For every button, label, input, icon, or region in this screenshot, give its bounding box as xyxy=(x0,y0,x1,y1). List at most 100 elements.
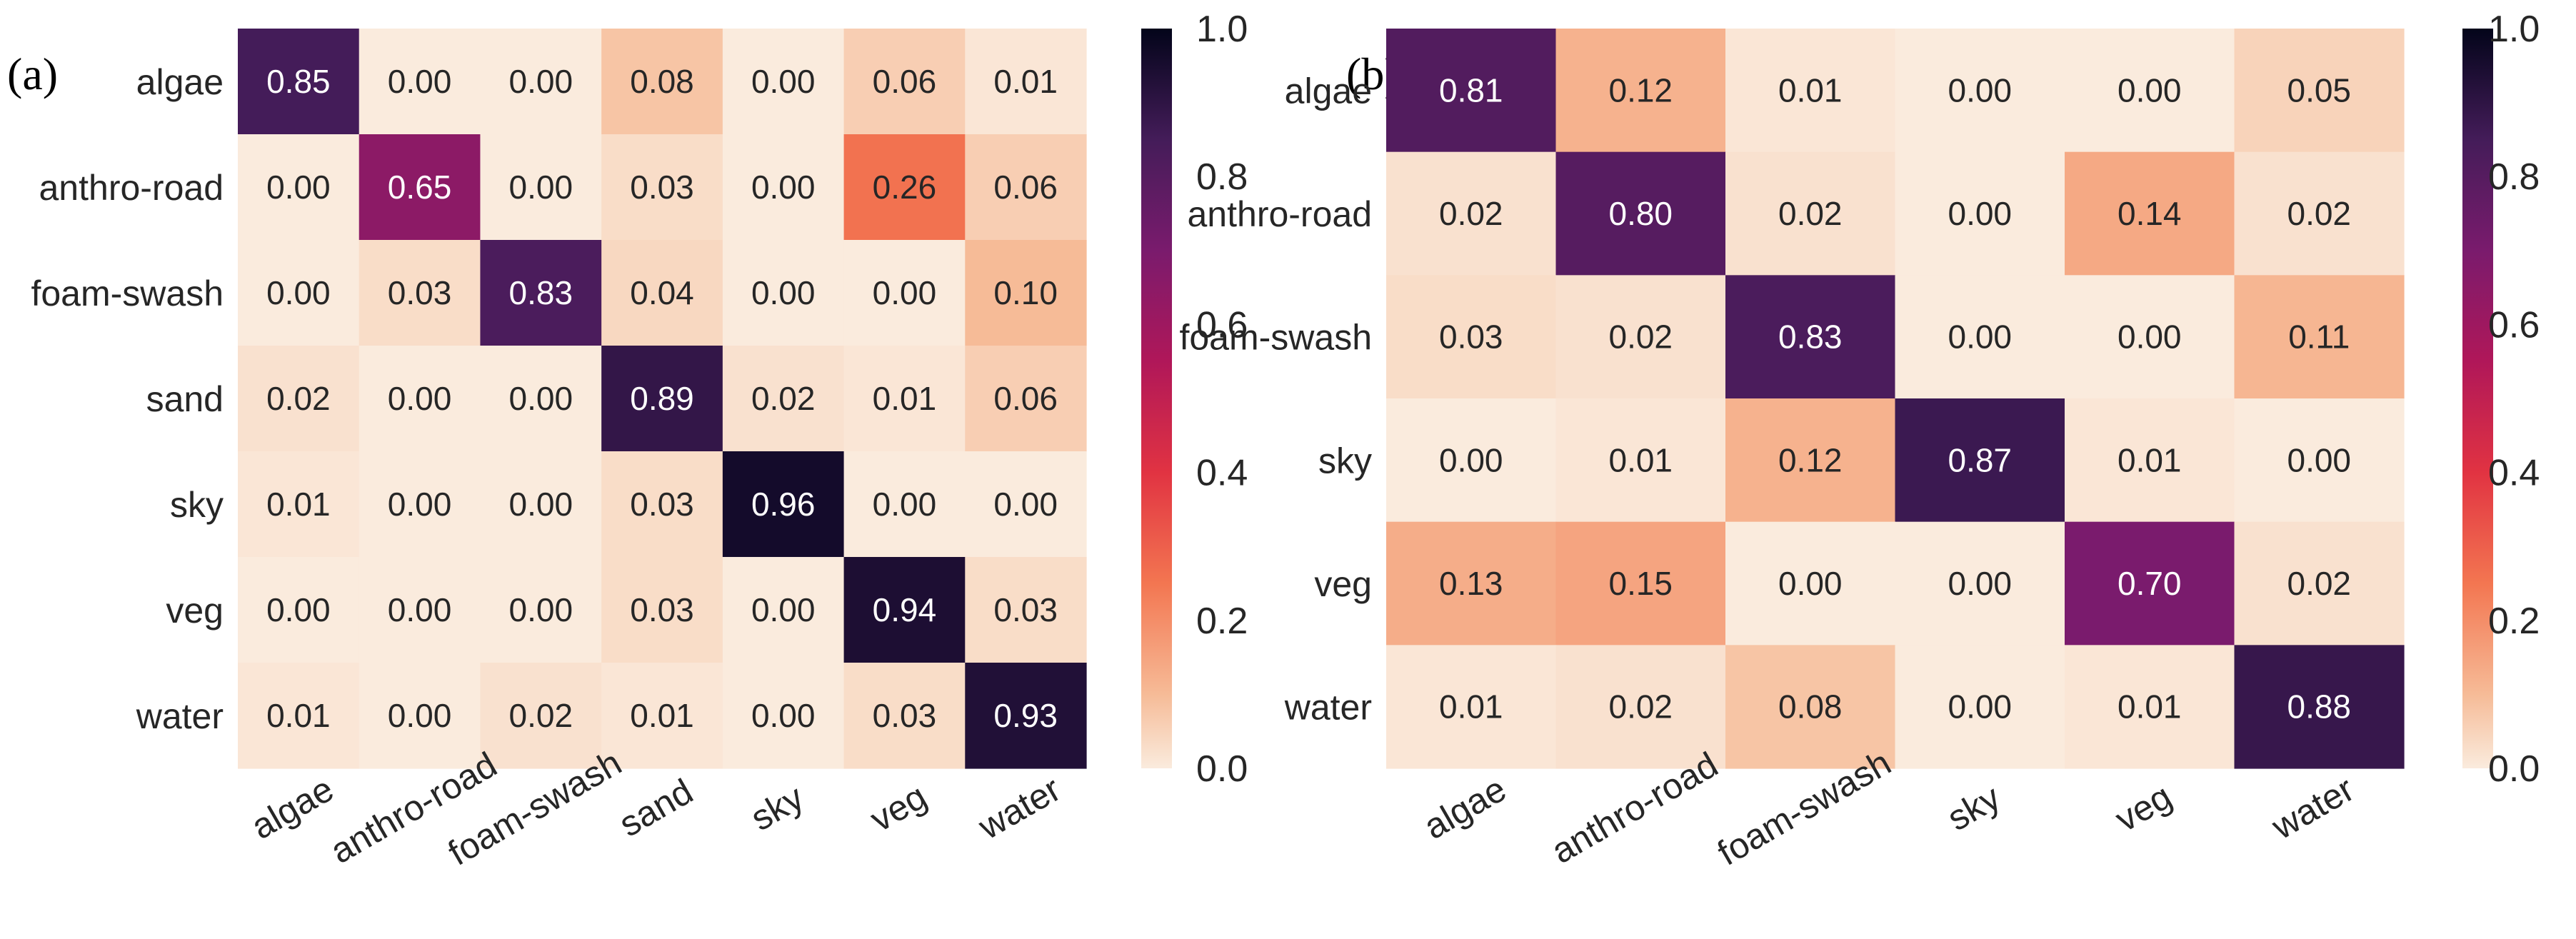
heatmap-cell xyxy=(2234,645,2405,769)
heatmap-cell xyxy=(359,240,481,346)
cell-value-label: 0.12 xyxy=(1608,71,1673,109)
row-tick-label: veg xyxy=(166,591,224,631)
heatmap-cell xyxy=(1895,151,2065,276)
heatmap-cell xyxy=(722,240,845,346)
heatmap-cell xyxy=(238,663,360,769)
heatmap-cell xyxy=(965,346,1087,452)
cell-value-label: 0.00 xyxy=(509,169,573,206)
cell-value-label: 0.02 xyxy=(751,380,816,417)
row-tick-label: water xyxy=(136,696,224,736)
colorbar-tick-label: 0.4 xyxy=(2488,453,2540,494)
cell-value-label: 0.01 xyxy=(993,63,1058,100)
cell-value-label: 0.00 xyxy=(509,380,573,417)
cell-value-label: 0.00 xyxy=(2287,441,2351,478)
cell-value-label: 0.00 xyxy=(509,591,573,628)
col-tick-label: sky xyxy=(1940,777,2007,838)
cell-value-label: 0.10 xyxy=(993,274,1058,311)
cell-value-label: 0.65 xyxy=(388,169,452,206)
heatmap-cell xyxy=(480,557,602,663)
heatmap-cell xyxy=(480,451,602,558)
row-tick-label: water xyxy=(1284,688,1372,728)
heatmap-cell xyxy=(480,663,602,769)
colorbar xyxy=(1141,29,1172,768)
cell-value-label: 0.81 xyxy=(1439,71,1503,109)
heatmap-cell xyxy=(238,134,360,241)
colorbar-tick-label: 1.0 xyxy=(1196,9,1248,50)
cell-value-label: 0.00 xyxy=(873,274,937,311)
heatmap-cell xyxy=(1895,275,2065,399)
heatmap-cell xyxy=(1555,29,1726,153)
cell-value-label: 0.93 xyxy=(993,697,1058,734)
cell-value-label: 0.02 xyxy=(1439,195,1503,232)
heatmap-cell xyxy=(1725,29,1896,153)
cell-value-label: 0.26 xyxy=(873,169,937,206)
heatmap-cell xyxy=(359,451,481,558)
panel-a: (a) 0.85 0.00 0.00 0.08 0.00 0.06 0.01 0.00 0.65 0… xyxy=(7,9,1248,873)
cell-value-label: 0.00 xyxy=(2118,71,2182,109)
heatmap-cell xyxy=(601,29,723,135)
cell-value-label: 0.00 xyxy=(509,63,573,100)
cell-value-label: 0.01 xyxy=(1778,71,1843,109)
cell-value-label: 0.88 xyxy=(2287,688,2351,725)
heatmap-cell xyxy=(2234,275,2405,399)
heatmap-cell xyxy=(843,451,966,558)
heatmap-cell xyxy=(238,451,360,558)
cell-value-label: 0.00 xyxy=(266,274,331,311)
cell-value-label: 0.00 xyxy=(388,697,452,734)
row-tick-label: foam-swash xyxy=(31,273,224,313)
cell-value-label: 0.00 xyxy=(1948,688,2012,725)
cell-value-label: 0.00 xyxy=(266,169,331,206)
heatmap-cell xyxy=(238,240,360,346)
heatmap-cell xyxy=(1555,645,1726,769)
cell-value-label: 0.01 xyxy=(1608,441,1673,478)
cell-value-label: 0.02 xyxy=(2287,195,2351,232)
heatmap-cell xyxy=(2065,521,2235,646)
row-tick-label: sand xyxy=(146,379,224,419)
cell-value-label: 0.12 xyxy=(1778,441,1843,478)
heatmap-cell xyxy=(359,134,481,241)
cell-value-label: 0.15 xyxy=(1608,565,1673,602)
heatmap-cell xyxy=(480,29,602,135)
heatmap-cell xyxy=(601,557,723,663)
cell-value-label: 0.00 xyxy=(2118,318,2182,356)
cell-value-label: 0.83 xyxy=(1778,318,1843,356)
heatmap-cell xyxy=(1895,398,2065,523)
panel-label: (a) xyxy=(7,49,58,99)
heatmap-cell xyxy=(1386,29,1557,153)
heatmap-cell xyxy=(1386,645,1557,769)
heatmap-cell xyxy=(965,451,1087,558)
heatmap-cell xyxy=(722,346,845,452)
row-tick-label: sky xyxy=(170,485,224,525)
cell-value-label: 0.06 xyxy=(873,63,937,100)
colorbar-tick-label: 0.0 xyxy=(2488,748,2540,790)
heatmap-cell xyxy=(359,29,481,135)
cell-value-label: 0.01 xyxy=(1439,688,1503,725)
cell-value-label: 0.89 xyxy=(630,380,694,417)
heatmap-cell xyxy=(722,451,845,558)
col-tick-label: algae xyxy=(1417,768,1513,847)
heatmap-cell xyxy=(359,346,481,452)
cell-value-label: 0.70 xyxy=(2118,565,2182,602)
col-tick-label: sky xyxy=(744,777,811,838)
cell-value-label: 0.83 xyxy=(509,274,573,311)
heatmap-cell xyxy=(1895,645,2065,769)
cell-value-label: 0.08 xyxy=(1778,688,1843,725)
cell-value-label: 0.02 xyxy=(2287,565,2351,602)
row-tick-label: algae xyxy=(136,62,224,102)
heatmap-cell xyxy=(1386,151,1557,276)
cell-value-label: 0.06 xyxy=(993,169,1058,206)
row-tick-label: algae xyxy=(1285,71,1372,111)
cell-value-label: 0.11 xyxy=(2288,318,2350,356)
heatmap-cell xyxy=(1555,151,1726,276)
heatmap-cell xyxy=(1725,521,1896,646)
heatmap-cell xyxy=(2234,151,2405,276)
col-tick-label: water xyxy=(971,768,1068,847)
heatmap-cell xyxy=(722,29,845,135)
cell-value-label: 0.04 xyxy=(630,274,694,311)
heatmap-cell xyxy=(722,663,845,769)
cell-value-label: 0.01 xyxy=(873,380,937,417)
heatmap-cell xyxy=(480,240,602,346)
heatmap-cell xyxy=(2065,645,2235,769)
colorbar-tick-label: 0.0 xyxy=(1196,748,1248,790)
cell-value-label: 0.00 xyxy=(993,486,1058,523)
